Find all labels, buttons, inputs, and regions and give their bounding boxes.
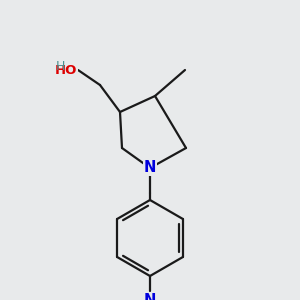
- Text: N: N: [144, 160, 156, 175]
- Text: HO: HO: [55, 64, 77, 76]
- Text: N: N: [144, 293, 156, 300]
- Text: H: H: [55, 59, 65, 73]
